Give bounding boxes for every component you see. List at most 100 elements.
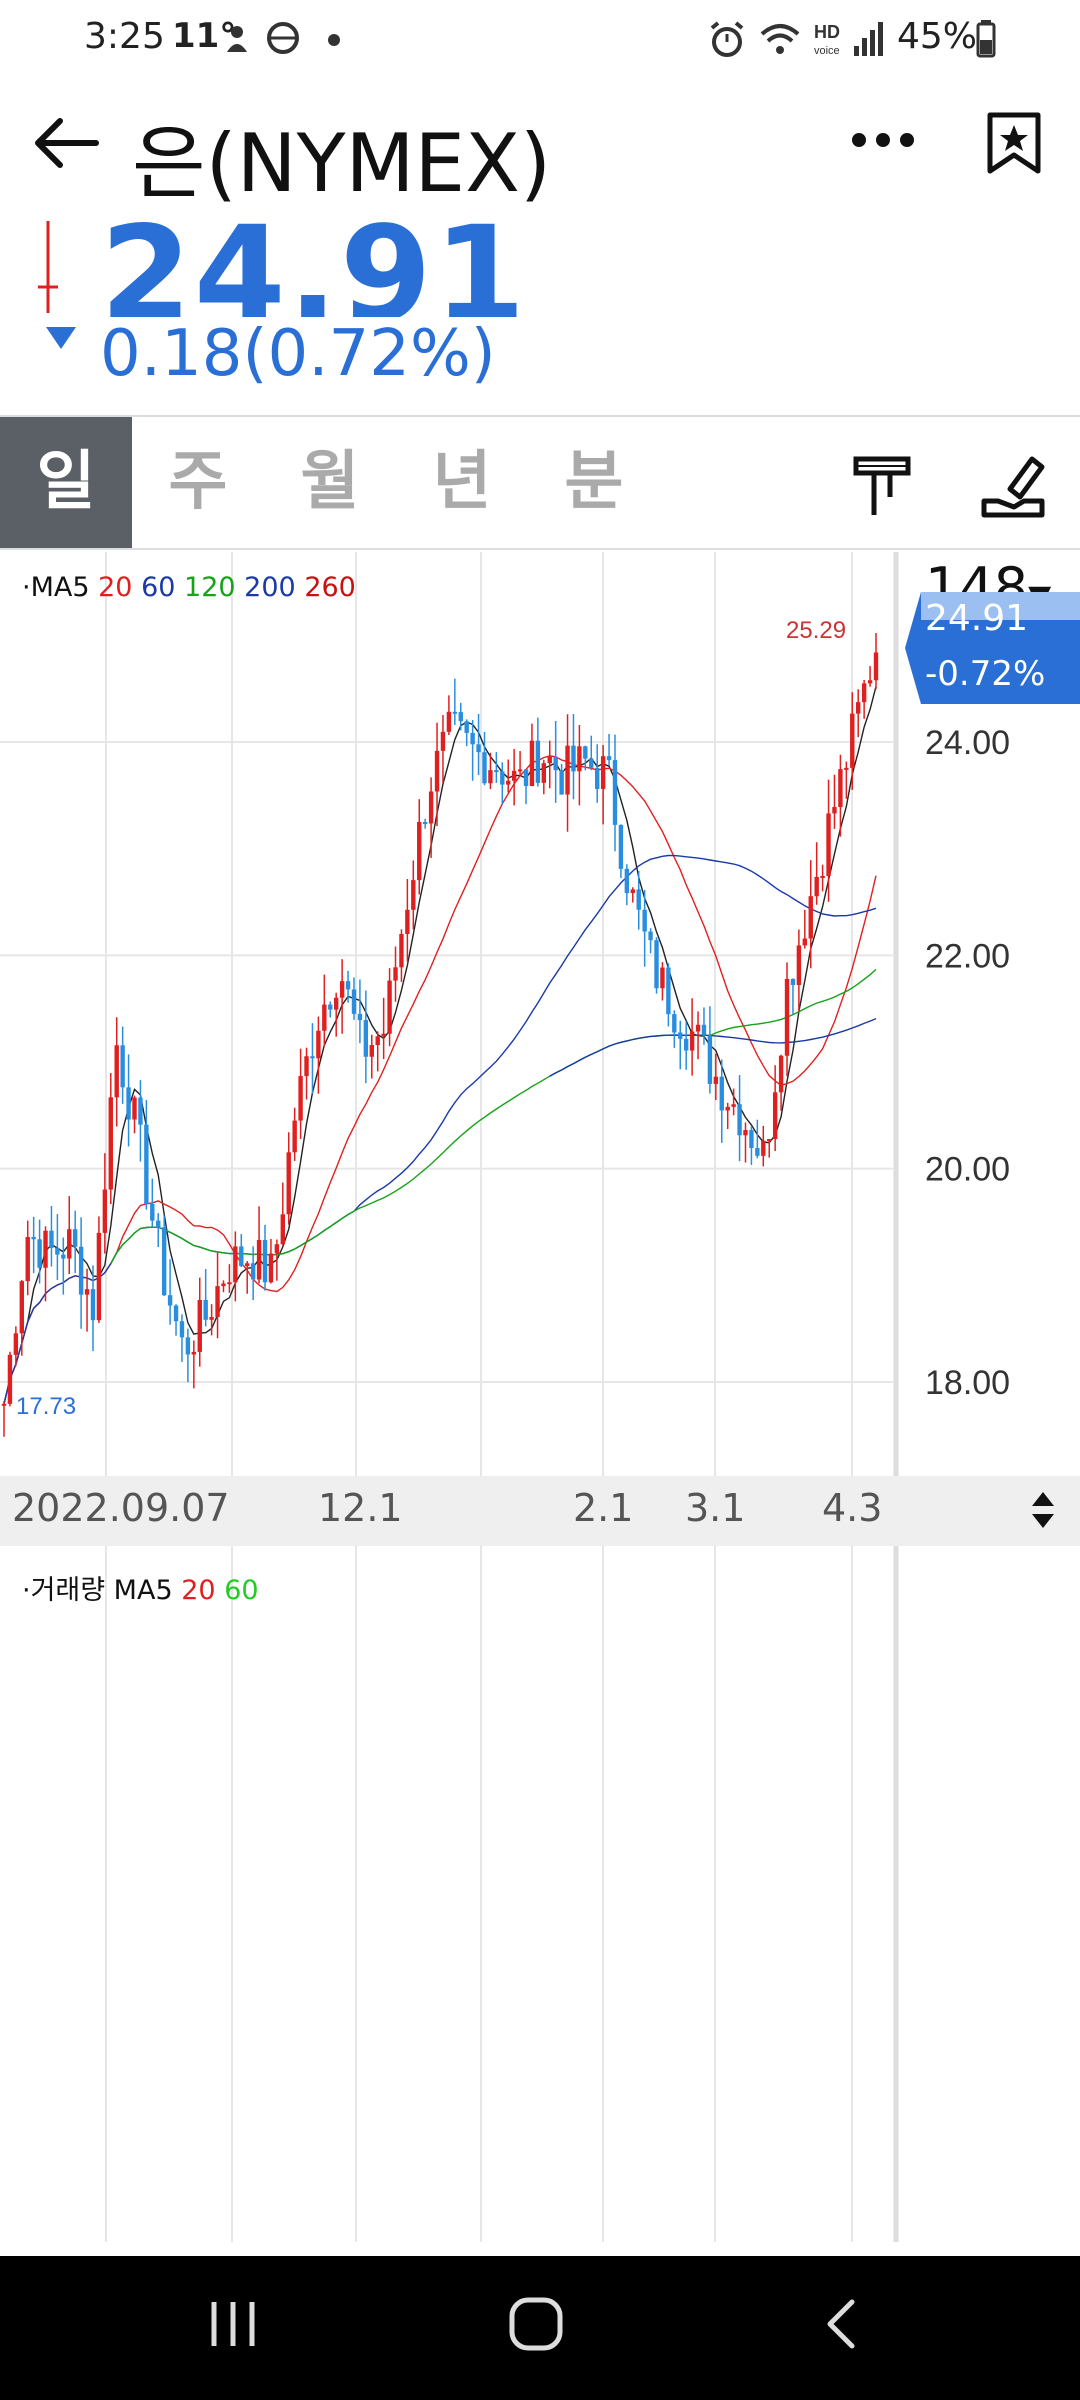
bookmark-star-icon[interactable] bbox=[985, 111, 1043, 175]
back-arrow-icon[interactable] bbox=[30, 113, 100, 173]
candle-body bbox=[749, 1129, 754, 1149]
mini-candle-icon bbox=[38, 221, 58, 313]
candle-body bbox=[322, 1004, 327, 1031]
candle-body bbox=[393, 967, 398, 981]
candle-body bbox=[417, 821, 422, 881]
candle-body bbox=[215, 1286, 220, 1318]
drawing-tool-icon[interactable] bbox=[980, 453, 1046, 519]
candle-body bbox=[535, 740, 541, 783]
chart-grid bbox=[0, 552, 899, 2242]
candle-body bbox=[725, 1106, 730, 1111]
battery-percentage: 45% bbox=[897, 16, 978, 57]
tab-minute[interactable]: 분 bbox=[564, 445, 624, 519]
status-time: 3:25 bbox=[84, 16, 165, 57]
candle-body bbox=[695, 1024, 701, 1032]
candle-body bbox=[707, 1035, 713, 1084]
candle-body bbox=[844, 767, 849, 770]
date-label: 3.1 bbox=[685, 1486, 746, 1530]
candle-body bbox=[541, 763, 547, 783]
battery-icon bbox=[976, 20, 996, 58]
svg-text:voice: voice bbox=[814, 45, 840, 57]
tab-year[interactable]: 년 bbox=[432, 445, 492, 519]
candle-body bbox=[713, 1076, 719, 1084]
candle-body bbox=[357, 1013, 363, 1021]
tab-week[interactable]: 주 bbox=[168, 445, 228, 519]
candle-body bbox=[761, 1140, 766, 1156]
ma20-line bbox=[3, 755, 877, 1404]
candle-body bbox=[363, 1020, 369, 1057]
candle-body bbox=[577, 746, 582, 772]
candle-body bbox=[78, 1246, 84, 1295]
tab-month[interactable]: 월 bbox=[300, 445, 360, 519]
home-icon[interactable] bbox=[508, 2296, 564, 2352]
candle-body bbox=[648, 931, 653, 941]
date-axis-bar[interactable]: 2022.09.07 12.1 2.1 3.1 4.3 bbox=[0, 1476, 1080, 1546]
candle-body bbox=[411, 880, 416, 910]
indicator-tool-icon[interactable] bbox=[852, 453, 912, 519]
candle-body bbox=[778, 1055, 784, 1093]
more-options-icon[interactable] bbox=[850, 125, 916, 155]
candle-body bbox=[850, 713, 855, 768]
candle-body bbox=[422, 821, 428, 824]
candle-body bbox=[61, 1254, 66, 1259]
recent-apps-icon[interactable] bbox=[208, 2296, 258, 2352]
candle-body bbox=[559, 770, 564, 795]
candle-body bbox=[856, 702, 861, 714]
ma120-label: 120 bbox=[184, 572, 236, 603]
candle-body bbox=[375, 1036, 380, 1046]
candle-body bbox=[239, 1246, 244, 1267]
candle-body bbox=[268, 1253, 274, 1283]
status-temperature: 11° bbox=[172, 16, 237, 56]
page-title: 은(NYMEX) bbox=[132, 117, 552, 210]
candle-body bbox=[351, 989, 357, 1014]
candle-body bbox=[221, 1283, 226, 1287]
candle-body bbox=[666, 967, 671, 1015]
candle-body bbox=[529, 740, 535, 787]
candle-body bbox=[280, 1214, 286, 1245]
candle-body bbox=[72, 1229, 78, 1247]
candle-body bbox=[796, 945, 802, 986]
signal-icon bbox=[854, 22, 883, 56]
candle-body bbox=[470, 732, 475, 745]
period-tabs: 일 주 월 년 분 bbox=[0, 415, 1080, 550]
candle-body bbox=[767, 1139, 772, 1142]
y-tick-label: 24.00 bbox=[925, 724, 1010, 762]
candle-body bbox=[446, 711, 452, 732]
candle-body bbox=[500, 771, 505, 785]
candle-body bbox=[150, 1203, 155, 1221]
ma120-line bbox=[110, 968, 877, 1264]
back-nav-icon[interactable] bbox=[822, 2296, 858, 2352]
candle-body bbox=[120, 1045, 125, 1088]
candle-body bbox=[19, 1281, 24, 1334]
candle-body bbox=[826, 813, 831, 876]
candle-body bbox=[90, 1289, 96, 1321]
candle-body bbox=[737, 1104, 742, 1136]
candle-body bbox=[523, 769, 529, 787]
price-tag bbox=[905, 592, 1080, 704]
candle-body bbox=[719, 1076, 724, 1111]
candle-body bbox=[67, 1229, 72, 1259]
hd-voice-icon: HD voice bbox=[814, 22, 840, 57]
tab-day[interactable]: 일 bbox=[0, 417, 132, 548]
candle-body bbox=[167, 1295, 173, 1306]
candle-body bbox=[743, 1129, 748, 1136]
candle-body bbox=[191, 1351, 197, 1355]
candle-body bbox=[13, 1333, 19, 1355]
candle-body bbox=[618, 824, 624, 869]
candle-body bbox=[250, 1263, 256, 1280]
volume-legend-prefix: ·거래량 MA5 bbox=[22, 1575, 173, 1606]
candle-body bbox=[298, 1076, 303, 1121]
candle-body bbox=[345, 981, 351, 990]
price-chart[interactable]: 24.00 22.00 20.00 18.00 25.29 17.73 bbox=[0, 552, 1080, 2252]
candle-body bbox=[262, 1239, 268, 1283]
candle-body bbox=[565, 745, 570, 795]
price-tag-value: 24.91 bbox=[925, 598, 1029, 639]
sort-arrows-icon[interactable] bbox=[1030, 1490, 1056, 1530]
ma200-label: 200 bbox=[244, 572, 296, 603]
candle-body bbox=[197, 1299, 202, 1352]
candle-body bbox=[428, 791, 434, 824]
candle-body bbox=[636, 889, 641, 910]
candle-body bbox=[84, 1289, 90, 1295]
candle-body bbox=[440, 731, 446, 751]
candle-body bbox=[96, 1232, 102, 1321]
